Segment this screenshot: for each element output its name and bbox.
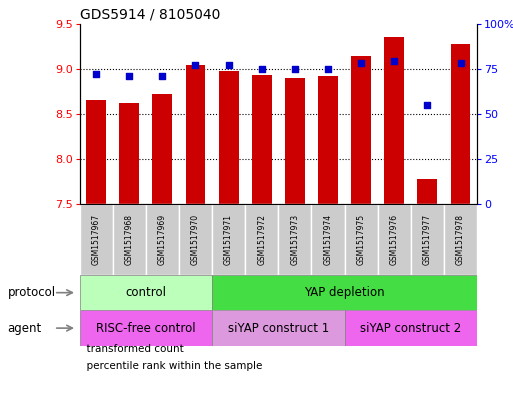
Bar <box>384 37 404 204</box>
FancyBboxPatch shape <box>146 204 179 275</box>
Bar <box>252 75 272 204</box>
Text: GSM1517969: GSM1517969 <box>158 214 167 265</box>
Point <box>357 60 365 66</box>
FancyBboxPatch shape <box>345 204 378 275</box>
Text: control: control <box>125 286 166 299</box>
FancyBboxPatch shape <box>345 310 477 346</box>
Text: GSM1517970: GSM1517970 <box>191 214 200 265</box>
Text: siYAP construct 1: siYAP construct 1 <box>228 321 329 334</box>
FancyBboxPatch shape <box>378 204 411 275</box>
Bar <box>450 44 470 204</box>
Text: siYAP construct 2: siYAP construct 2 <box>360 321 462 334</box>
Text: GSM1517977: GSM1517977 <box>423 214 432 265</box>
FancyBboxPatch shape <box>444 204 477 275</box>
Text: GSM1517975: GSM1517975 <box>357 214 366 265</box>
Point <box>225 62 233 68</box>
Text: GSM1517978: GSM1517978 <box>456 214 465 265</box>
Point <box>258 66 266 72</box>
Point <box>92 71 100 77</box>
FancyBboxPatch shape <box>212 204 245 275</box>
FancyBboxPatch shape <box>245 204 278 275</box>
FancyBboxPatch shape <box>212 275 477 310</box>
Bar <box>119 103 139 204</box>
Point <box>125 73 133 79</box>
Point <box>324 66 332 72</box>
Text: RISC-free control: RISC-free control <box>96 321 195 334</box>
FancyBboxPatch shape <box>278 204 311 275</box>
Bar <box>418 179 437 204</box>
Text: GSM1517974: GSM1517974 <box>324 214 332 265</box>
Text: YAP depletion: YAP depletion <box>304 286 385 299</box>
Bar <box>186 65 205 204</box>
Text: transformed count: transformed count <box>80 343 183 354</box>
FancyBboxPatch shape <box>311 204 345 275</box>
Bar <box>285 78 305 204</box>
Text: GSM1517968: GSM1517968 <box>125 214 134 265</box>
Bar <box>86 100 106 204</box>
Text: GDS5914 / 8105040: GDS5914 / 8105040 <box>80 7 220 21</box>
Point <box>390 58 399 64</box>
Text: GSM1517976: GSM1517976 <box>390 214 399 265</box>
FancyBboxPatch shape <box>80 204 113 275</box>
Bar <box>351 56 371 204</box>
FancyBboxPatch shape <box>179 204 212 275</box>
Point <box>158 73 166 79</box>
Bar <box>318 76 338 204</box>
Point <box>457 60 465 66</box>
Point <box>423 102 431 108</box>
Text: GSM1517973: GSM1517973 <box>290 214 300 265</box>
FancyBboxPatch shape <box>80 275 212 310</box>
FancyBboxPatch shape <box>113 204 146 275</box>
Bar <box>152 94 172 204</box>
Text: agent: agent <box>8 321 42 334</box>
FancyBboxPatch shape <box>411 204 444 275</box>
Text: GSM1517967: GSM1517967 <box>92 214 101 265</box>
Text: GSM1517972: GSM1517972 <box>257 214 266 265</box>
Text: percentile rank within the sample: percentile rank within the sample <box>80 361 262 371</box>
FancyBboxPatch shape <box>212 310 345 346</box>
Point <box>291 66 299 72</box>
Bar <box>219 72 239 204</box>
FancyBboxPatch shape <box>80 310 212 346</box>
Text: protocol: protocol <box>8 286 56 299</box>
Point <box>191 62 200 68</box>
Text: GSM1517971: GSM1517971 <box>224 214 233 265</box>
